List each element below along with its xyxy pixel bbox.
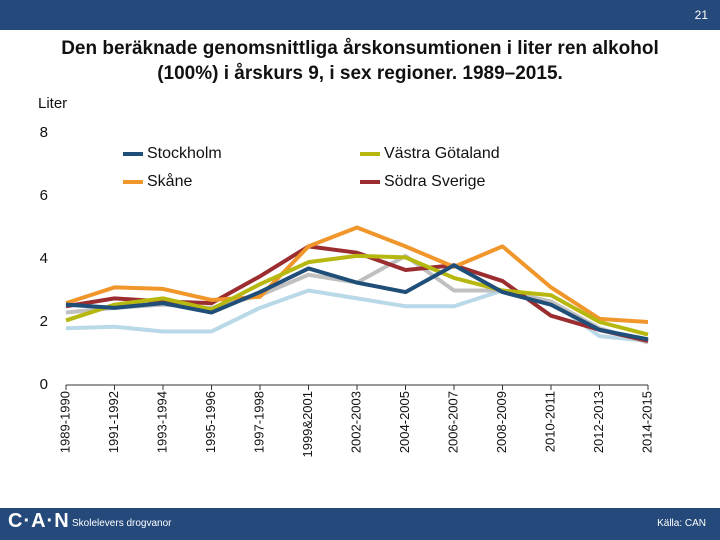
chart-title: Den beräknade genomsnittliga årskonsumti… [61, 38, 659, 84]
x-tick-label: 1995-1996 [203, 391, 218, 453]
legend-label: Stockholm [147, 145, 222, 162]
page-number: 21 [694, 8, 708, 22]
footer-text: Skolelevers drogvanor [72, 518, 172, 529]
x-tick-label: 1997-1998 [251, 391, 266, 453]
y-tick-label: 8 [40, 124, 48, 141]
y-tick-label: 2 [40, 313, 48, 330]
top-band [0, 0, 720, 30]
source: Källa: CAN [657, 518, 706, 529]
y-axis-label: Liter [38, 95, 67, 112]
x-tick-label: 1991-1992 [106, 391, 121, 453]
series-line [65, 225, 649, 324]
x-tick-label: 2010-2011 [542, 391, 557, 452]
legend-label: Skåne [147, 172, 192, 190]
logo: C·A·N [8, 510, 70, 532]
x-tick-label: 2008-2009 [494, 391, 509, 453]
series-line [65, 263, 649, 342]
x-tick-label: 2006-2007 [445, 391, 460, 453]
series-line [65, 253, 649, 337]
bottom-band [0, 508, 720, 540]
y-tick-label: 0 [40, 376, 48, 393]
y-tick-label: 4 [40, 250, 48, 267]
x-tick-label: 2004-2005 [397, 391, 412, 453]
x-tick-label: 2014-2015 [639, 391, 654, 453]
legend-label: Västra Götaland [384, 145, 500, 162]
legend-label: Södra Sverige [384, 173, 485, 190]
x-tick-label: 1989-1990 [57, 391, 72, 453]
x-tick-label: 2012-2013 [591, 391, 606, 453]
x-tick-label: 1993-1994 [154, 391, 169, 453]
y-tick-label: 6 [40, 187, 48, 204]
x-tick-label: 1999&2001 [300, 391, 315, 458]
x-tick-label: 2002-2003 [348, 391, 363, 453]
